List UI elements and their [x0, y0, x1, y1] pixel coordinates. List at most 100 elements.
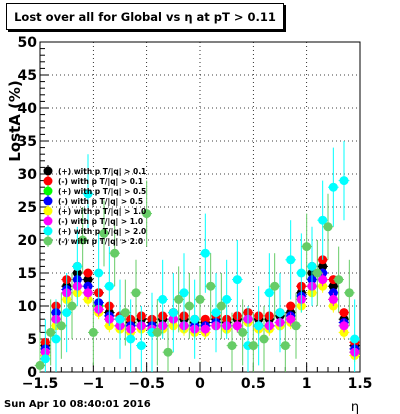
x-tick-label: −0.5: [128, 376, 165, 392]
y-tick-label: 5: [27, 332, 37, 348]
y-tick-label: 30: [18, 167, 38, 183]
data-point: [211, 308, 221, 318]
y-axis-label: LostA (%): [6, 80, 24, 162]
legend-label: (+) with p T/|q| > 0.5: [58, 187, 146, 197]
data-point: [238, 327, 248, 337]
data-point: [83, 189, 93, 199]
legend-label: (+) with p T/|q| > 1.0: [58, 207, 146, 217]
legend-item: (+) with p T/|q| > 0.5: [43, 185, 146, 197]
y-tick-label: 50: [18, 35, 38, 51]
data-point: [174, 294, 184, 304]
y-tick-label: 0: [27, 365, 37, 381]
y-tick-label: 45: [18, 68, 37, 84]
data-point: [216, 301, 226, 311]
data-point: [328, 182, 338, 192]
y-tick-labels: 0 5 10 15 20 25 30 35 40 45 50: [18, 35, 38, 381]
legend-label: (+) with p T/|q| > 2.0: [58, 227, 146, 237]
data-point: [307, 261, 317, 271]
data-point: [152, 327, 162, 337]
data-point: [286, 314, 296, 324]
legend: (+) with p T/|q| > 0.1(-) with p T/|q| >…: [43, 165, 146, 247]
data-point: [83, 275, 93, 285]
y-tick-label: 20: [18, 233, 38, 249]
data-point: [227, 341, 237, 351]
legend-marker: [43, 176, 53, 186]
y-tick-label: 25: [18, 200, 37, 216]
data-point: [184, 301, 194, 311]
data-point: [88, 327, 98, 337]
chart-title-box: Lost over all for Global vs η at pT > 0.…: [6, 3, 284, 30]
data-point: [72, 261, 82, 271]
data-point: [67, 301, 77, 311]
legend-label: (-) with p T/|q| > 1.0: [58, 217, 143, 227]
y-tick-label: 40: [18, 101, 38, 117]
legend-item: (-) with p T/|q| > 1.0: [43, 215, 143, 227]
data-point: [350, 334, 360, 344]
legend-label: (+) with p T/|q| > 0.1: [58, 167, 146, 177]
data-point: [78, 235, 88, 245]
legend-marker: [43, 236, 53, 246]
data-point: [296, 268, 306, 278]
data-point: [344, 288, 354, 298]
data-point: [136, 341, 146, 351]
data-point: [328, 294, 338, 304]
data-point: [142, 209, 152, 219]
data-point: [56, 321, 66, 331]
legend-marker: [43, 166, 53, 176]
legend-marker: [43, 206, 53, 216]
data-marks: [34, 141, 360, 372]
series-8: [34, 180, 355, 372]
legend-item: (-) with p T/|q| > 2.0: [43, 235, 143, 247]
y-tick-label: 35: [18, 134, 37, 150]
data-point: [286, 301, 296, 311]
data-point: [264, 288, 274, 298]
legend-item: (+) with p T/|q| > 0.1: [43, 165, 146, 177]
data-point: [259, 334, 269, 344]
data-point: [318, 275, 328, 285]
data-point: [232, 321, 242, 331]
data-point: [334, 275, 344, 285]
data-point: [168, 308, 178, 318]
data-point: [339, 308, 349, 318]
data-point: [190, 314, 200, 324]
data-point: [318, 261, 328, 271]
data-point: [62, 308, 72, 318]
data-point: [302, 242, 312, 252]
data-point: [318, 215, 328, 225]
data-point: [206, 281, 216, 291]
data-point: [158, 294, 168, 304]
data-point: [270, 281, 280, 291]
data-point: [131, 288, 141, 298]
data-point: [200, 314, 210, 324]
legend-marker: [43, 186, 53, 196]
data-point: [275, 308, 285, 318]
x-axis-label: η: [351, 400, 359, 414]
data-point: [104, 281, 114, 291]
y-tick-label: 10: [18, 299, 38, 315]
legend-marker: [43, 196, 53, 206]
data-point: [126, 334, 136, 344]
legend-label: (-) with p T/|q| > 0.1: [58, 177, 143, 187]
data-point: [51, 334, 61, 344]
data-point: [328, 281, 338, 291]
data-point: [323, 222, 333, 232]
data-point: [248, 341, 258, 351]
data-point: [254, 321, 264, 331]
data-point: [179, 288, 189, 298]
data-point: [163, 347, 173, 357]
data-point: [291, 321, 301, 331]
data-point: [339, 176, 349, 186]
data-point: [312, 268, 322, 278]
legend-item: (-) with p T/|q| > 0.5: [43, 195, 143, 207]
timestamp-footer: Sun Apr 10 08:40:01 2016: [4, 399, 151, 410]
legend-item: (+) with p T/|q| > 2.0: [43, 225, 146, 237]
data-point: [286, 255, 296, 265]
x-tick-label: −1: [83, 376, 104, 392]
data-point: [115, 314, 125, 324]
legend-label: (-) with p T/|q| > 2.0: [58, 237, 143, 247]
x-tick-label: 1.5: [348, 376, 373, 392]
legend-item: (-) with p T/|q| > 0.1: [43, 175, 143, 187]
data-point: [232, 275, 242, 285]
data-point: [280, 341, 290, 351]
